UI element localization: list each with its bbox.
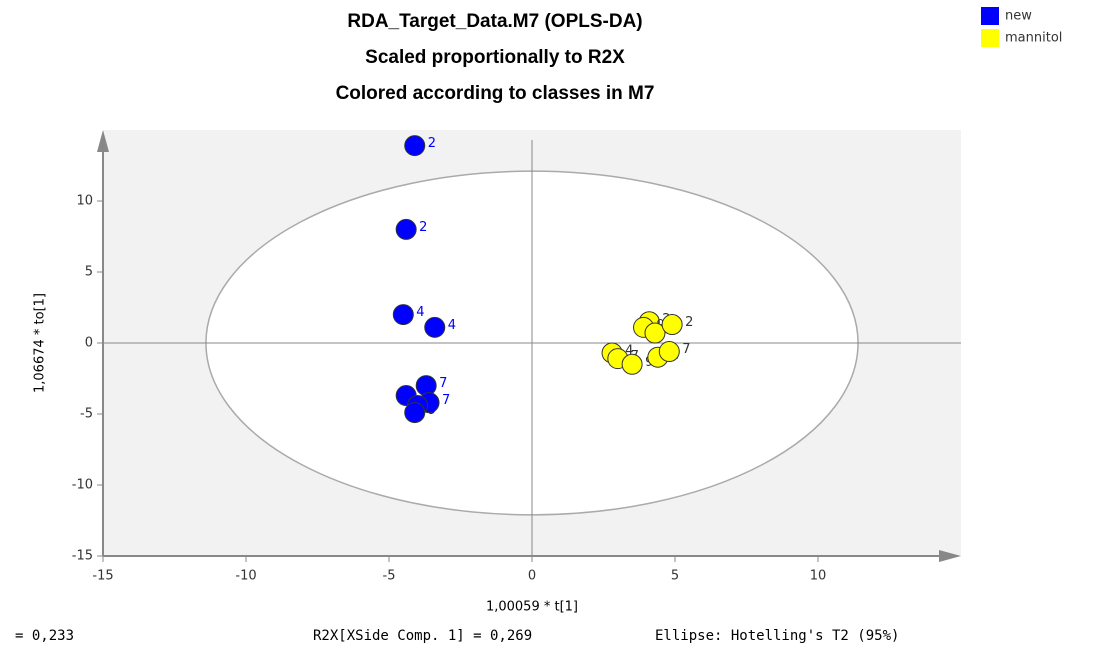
point [404,402,426,424]
point-label: 7 [682,342,690,357]
point-label: 2 [428,136,436,151]
point [392,304,414,326]
x-tick-label: 5 [671,569,679,584]
point [424,316,446,338]
y-axis-label: 1,06674 * to[1] [33,293,48,393]
point [621,353,643,375]
y-tick-label: -5 [80,407,93,422]
point-label: 7 [442,393,450,408]
point-label: 2 [685,315,693,330]
point-label: 4 [625,343,633,358]
axis-arrow [939,550,961,562]
legend-label: new [1005,9,1032,24]
chart-title: RDA_Target_Data.M7 (OPLS-DA) [347,11,642,32]
footer-text: Ellipse: Hotelling's T2 (95%) [655,628,899,644]
point [661,314,683,336]
legend-swatch [981,29,999,47]
point-label: 9 [428,403,436,418]
footer-text: R2X[XSide Comp. 1] = 0,269 [313,628,532,644]
point [658,341,680,363]
point [395,218,417,240]
y-tick-label: 10 [76,194,93,209]
point-label: 1 [431,396,439,411]
point-label: 1 [419,386,427,401]
y-tick-label: -10 [72,478,93,493]
x-tick-label: -10 [235,569,256,584]
footer-text: = 0,233 [15,628,74,644]
x-tick-label: -15 [92,569,113,584]
legend-label: mannitol [1005,31,1062,46]
x-tick-label: -5 [383,569,396,584]
y-tick-label: 5 [85,265,93,280]
point-label: 7 [439,376,447,391]
point [404,135,426,157]
x-axis-label: 1,00059 * t[1] [486,600,578,615]
point-label: 4 [416,305,424,320]
x-tick-label: 0 [528,569,536,584]
legend-swatch [981,7,999,25]
chart-subtitle: Scaled proportionally to R2X [365,47,625,68]
point-label: 4 [448,318,456,333]
point [644,322,666,344]
x-tick-label: 10 [810,569,827,584]
chart-subtitle: Colored according to classes in M7 [336,83,655,104]
point-label: 2 [419,220,427,235]
y-tick-label: -15 [72,549,93,564]
axis-arrow [97,130,109,152]
y-tick-label: 0 [85,336,93,351]
